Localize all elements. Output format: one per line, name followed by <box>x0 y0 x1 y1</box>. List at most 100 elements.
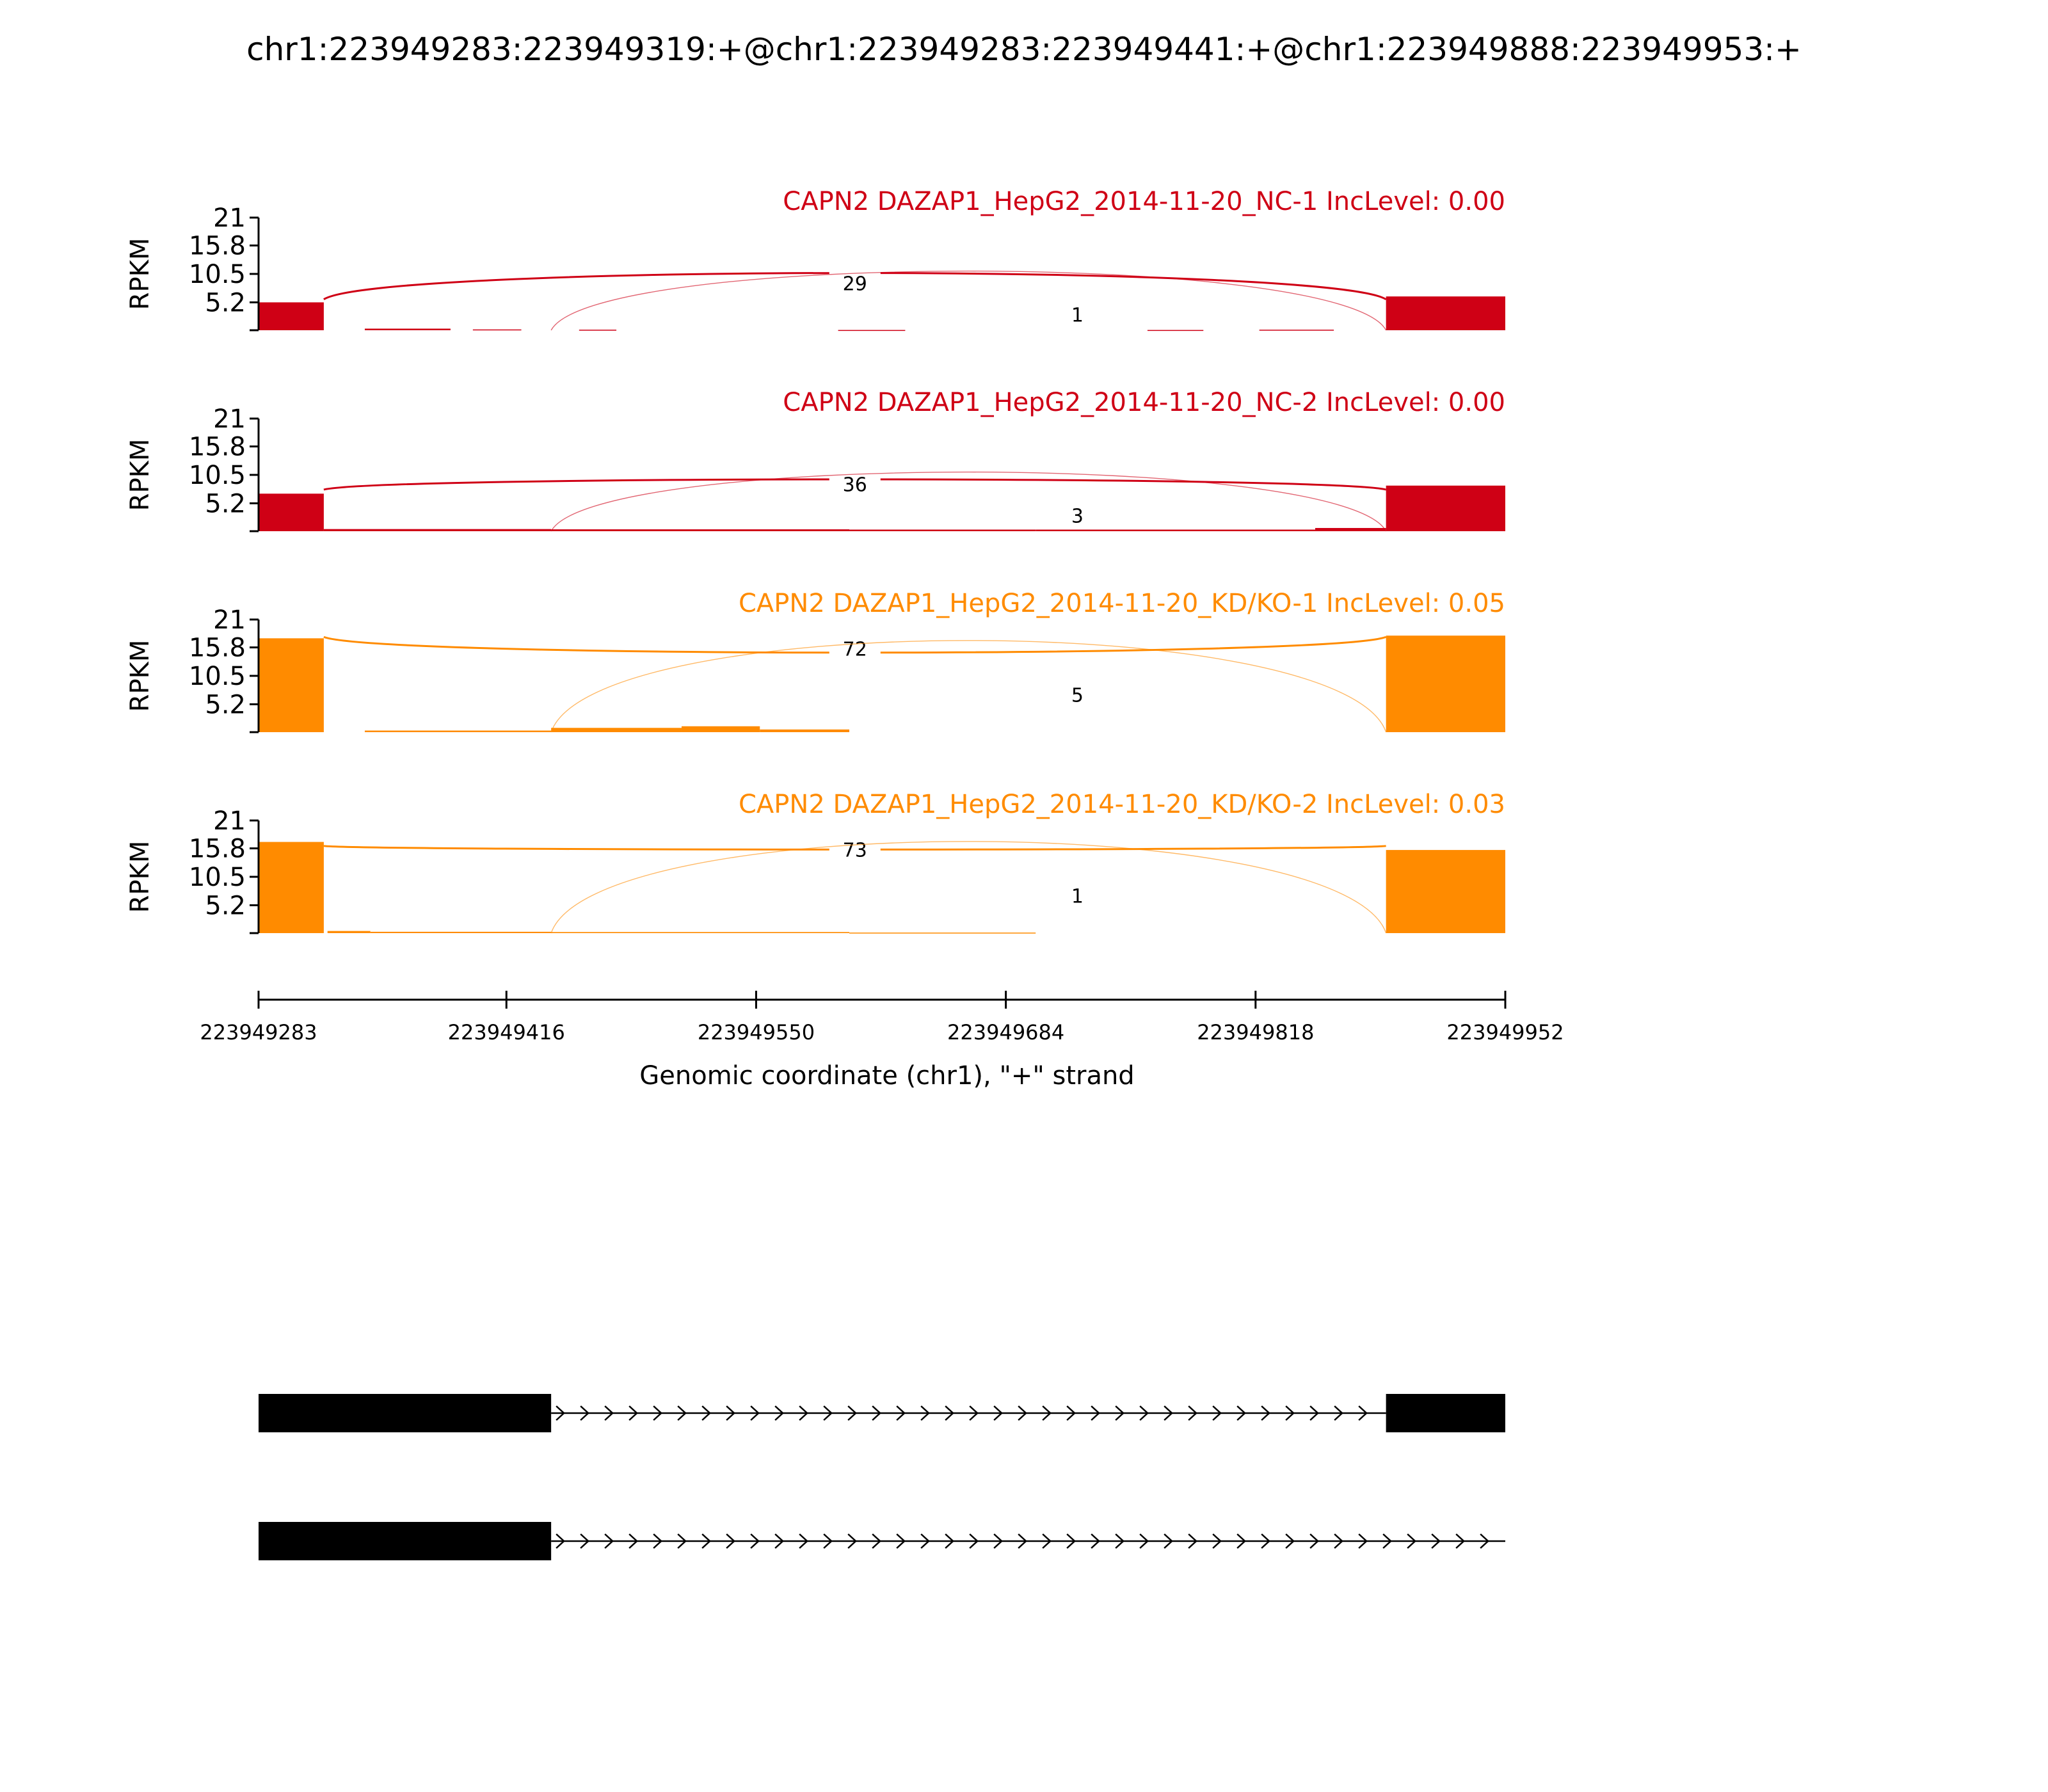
strand-arrow <box>556 1405 566 1421</box>
strand-arrow <box>1139 1405 1149 1421</box>
strand-arrow <box>1309 1405 1319 1421</box>
strand-arrow <box>774 1533 784 1549</box>
strand-arrow <box>920 1405 930 1421</box>
strand-arrow <box>872 1405 881 1421</box>
x-axis: 223949283 223949416 223949550 223949684 2239… <box>200 991 1564 1044</box>
track-label: CAPN2 DAZAP1_HepG2_2014-11-20_KD/KO-1 In… <box>739 589 1505 618</box>
strand-arrow <box>1309 1533 1319 1549</box>
strand-arrow <box>896 1533 906 1549</box>
coverage-block <box>323 529 552 531</box>
y-tick-label: 5.2 <box>205 288 246 317</box>
coverage-block <box>259 302 324 330</box>
strand-arrow <box>1188 1405 1197 1421</box>
x-tick-label: 223949818 <box>1197 1020 1314 1044</box>
strand-arrow <box>1358 1533 1368 1549</box>
coverage-block <box>1315 527 1386 531</box>
junction-arc <box>550 841 1387 934</box>
junction-count-box <box>1052 883 1103 907</box>
y-axis-label: RPKM <box>125 238 155 310</box>
coverage-block <box>327 931 371 933</box>
strand-arrow <box>580 1533 590 1549</box>
y-axis-label: RPKM <box>125 640 155 712</box>
y-tick-label: 10.5 <box>189 461 246 490</box>
junction-arc <box>550 270 1387 331</box>
strand-arrow <box>628 1533 639 1549</box>
track-label: CAPN2 DAZAP1_HepG2_2014-11-20_NC-1 IncLe… <box>783 187 1505 216</box>
strand-arrow <box>726 1405 735 1421</box>
junction-count-label: 3 <box>1071 505 1084 527</box>
strand-arrow <box>556 1533 566 1549</box>
strand-arrow <box>604 1533 614 1549</box>
y-tick-label: 10.5 <box>189 863 246 892</box>
y-tick-label: 15.8 <box>189 433 246 462</box>
y-tick-label: 21 <box>213 806 246 836</box>
strand-arrow <box>774 1405 784 1421</box>
strand-arrow <box>920 1533 930 1549</box>
strand-arrow <box>799 1533 808 1549</box>
strand-arrow <box>1358 1405 1368 1421</box>
strand-arrow <box>1164 1533 1173 1549</box>
junction-count-box <box>829 472 881 495</box>
strand-arrow <box>1212 1533 1222 1549</box>
strand-arrow <box>1066 1405 1076 1421</box>
coverage-block <box>472 329 522 331</box>
strand-arrow <box>701 1405 711 1421</box>
strand-arrow <box>823 1533 833 1549</box>
strand-arrow <box>1091 1405 1100 1421</box>
coverage-block <box>681 726 760 732</box>
strand-arrow <box>1066 1533 1076 1549</box>
coverage-block <box>1386 296 1505 330</box>
junction-count-label: 36 <box>843 474 867 496</box>
strand-arrow <box>1018 1405 1027 1421</box>
coverage-block <box>1386 850 1505 933</box>
y-tick-label: 21 <box>213 204 246 233</box>
strand-arrow <box>604 1405 614 1421</box>
strand-arrow <box>896 1405 906 1421</box>
strand-arrow <box>945 1405 954 1421</box>
strand-arrow <box>1334 1405 1343 1421</box>
strand-arrow <box>1236 1405 1246 1421</box>
y-tick-label: 21 <box>213 404 246 434</box>
strand-arrow <box>1455 1533 1465 1549</box>
x-tick-label: 223949952 <box>1446 1020 1564 1044</box>
strand-arrow <box>1042 1533 1052 1549</box>
strand-arrow <box>1115 1533 1124 1549</box>
coverage-block <box>259 638 324 732</box>
exon-block <box>259 1394 552 1432</box>
strand-arrow <box>1042 1405 1052 1421</box>
isoform-model <box>259 1394 1505 1432</box>
track-label: CAPN2 DAZAP1_HepG2_2014-11-20_KD/KO-2 In… <box>739 790 1505 819</box>
coverage-block <box>1386 485 1505 531</box>
coverage-block <box>760 729 850 732</box>
strand-arrow <box>677 1533 687 1549</box>
y-tick-label: 5.2 <box>205 690 246 719</box>
strand-arrow <box>750 1533 760 1549</box>
junction-count-box <box>829 636 881 660</box>
y-tick-label: 15.8 <box>189 634 246 663</box>
strand-arrow <box>750 1405 760 1421</box>
strand-arrow <box>1407 1533 1416 1549</box>
junction-count-label: 1 <box>1071 886 1084 908</box>
y-tick-label: 5.2 <box>205 891 246 920</box>
coverage-block <box>364 328 451 330</box>
coverage-block <box>1036 529 1315 531</box>
junction-count-label: 1 <box>1071 304 1084 326</box>
chart-title: chr1:223949283:223949319:+@chr1:22394928… <box>246 31 1802 68</box>
junction-count-box <box>1052 682 1103 706</box>
strand-arrow <box>1382 1533 1392 1549</box>
strand-arrow <box>653 1533 662 1549</box>
y-tick-label: 15.8 <box>189 835 246 864</box>
y-tick-label: 10.5 <box>189 260 246 289</box>
strand-arrow <box>1236 1533 1246 1549</box>
strand-arrow <box>580 1405 590 1421</box>
junction-count-label: 73 <box>843 840 867 862</box>
junction-count-box <box>1052 302 1103 326</box>
strand-arrow <box>1115 1405 1124 1421</box>
strand-arrow <box>1261 1533 1270 1549</box>
strand-arrow <box>1334 1533 1343 1549</box>
y-tick-label: 5.2 <box>205 489 246 518</box>
